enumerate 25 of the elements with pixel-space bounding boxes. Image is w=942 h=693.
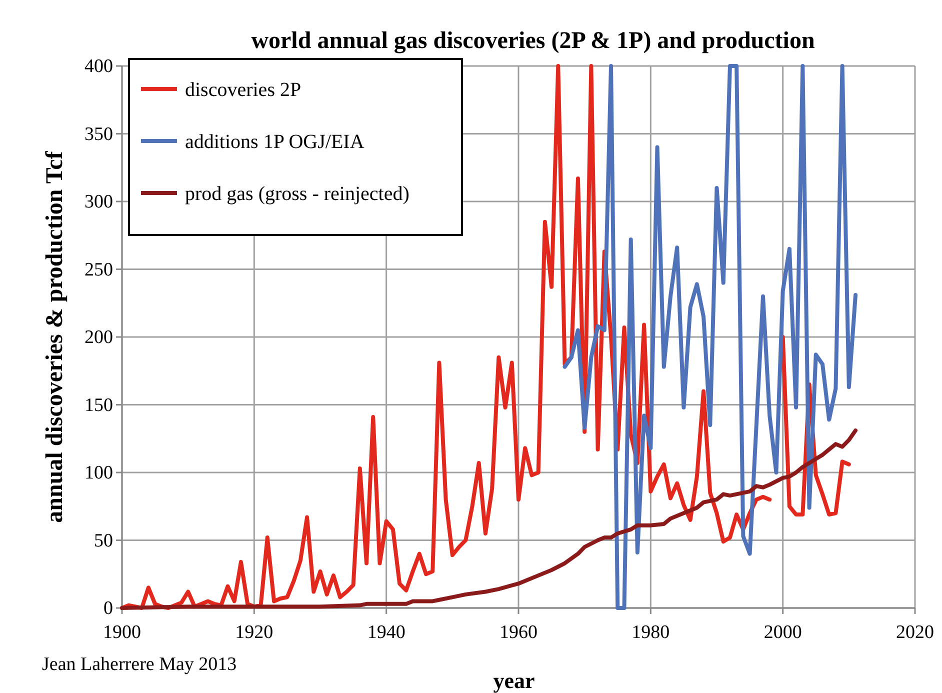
x-axis-title: year <box>493 668 535 693</box>
x-tick-label: 1900 <box>103 622 141 643</box>
line-series <box>120 428 858 610</box>
y-tick-label: 100 <box>84 462 113 484</box>
y-tick-label: 350 <box>84 124 113 145</box>
legend-label: prod gas (gross - reinjected) <box>185 183 410 205</box>
chart-title: world annual gas discoveries (2P & 1P) and production <box>251 28 815 54</box>
line-series <box>562 64 858 610</box>
x-tick-label: 1980 <box>632 622 670 643</box>
y-tick-label: 400 <box>84 56 113 78</box>
x-tick-label: 2000 <box>764 622 802 643</box>
legend-label: additions 1P OGJ/EIA <box>185 131 365 153</box>
y-tick-label: 200 <box>84 327 113 348</box>
y-tick-label: 50 <box>94 530 113 552</box>
x-tick-label: 1940 <box>367 622 406 643</box>
text: Jean Laherrere May 2013 <box>42 654 237 675</box>
y-axis-title: annual discoveries & production Tcf <box>42 150 68 523</box>
y-tick-label: 300 <box>84 192 113 213</box>
x-tick-label: 2020 <box>896 622 934 643</box>
y-tick-label: 0 <box>104 598 113 620</box>
y-tick-label: 150 <box>84 394 113 416</box>
y-tick-label: 250 <box>84 259 113 280</box>
legend-label: discoveries 2P <box>185 79 302 101</box>
x-tick-label: 1920 <box>235 622 274 643</box>
x-tick-label: 1960 <box>500 622 538 643</box>
